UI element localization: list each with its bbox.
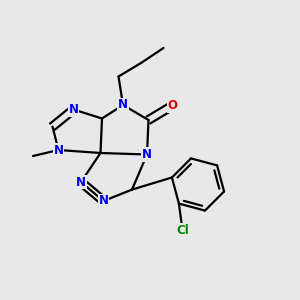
Text: O: O <box>167 99 178 112</box>
Text: N: N <box>76 176 86 189</box>
Text: N: N <box>98 194 109 208</box>
Text: N: N <box>118 98 128 112</box>
Text: N: N <box>53 143 64 157</box>
Text: N: N <box>142 148 152 161</box>
Text: Cl: Cl <box>176 224 189 237</box>
Text: N: N <box>68 103 79 116</box>
